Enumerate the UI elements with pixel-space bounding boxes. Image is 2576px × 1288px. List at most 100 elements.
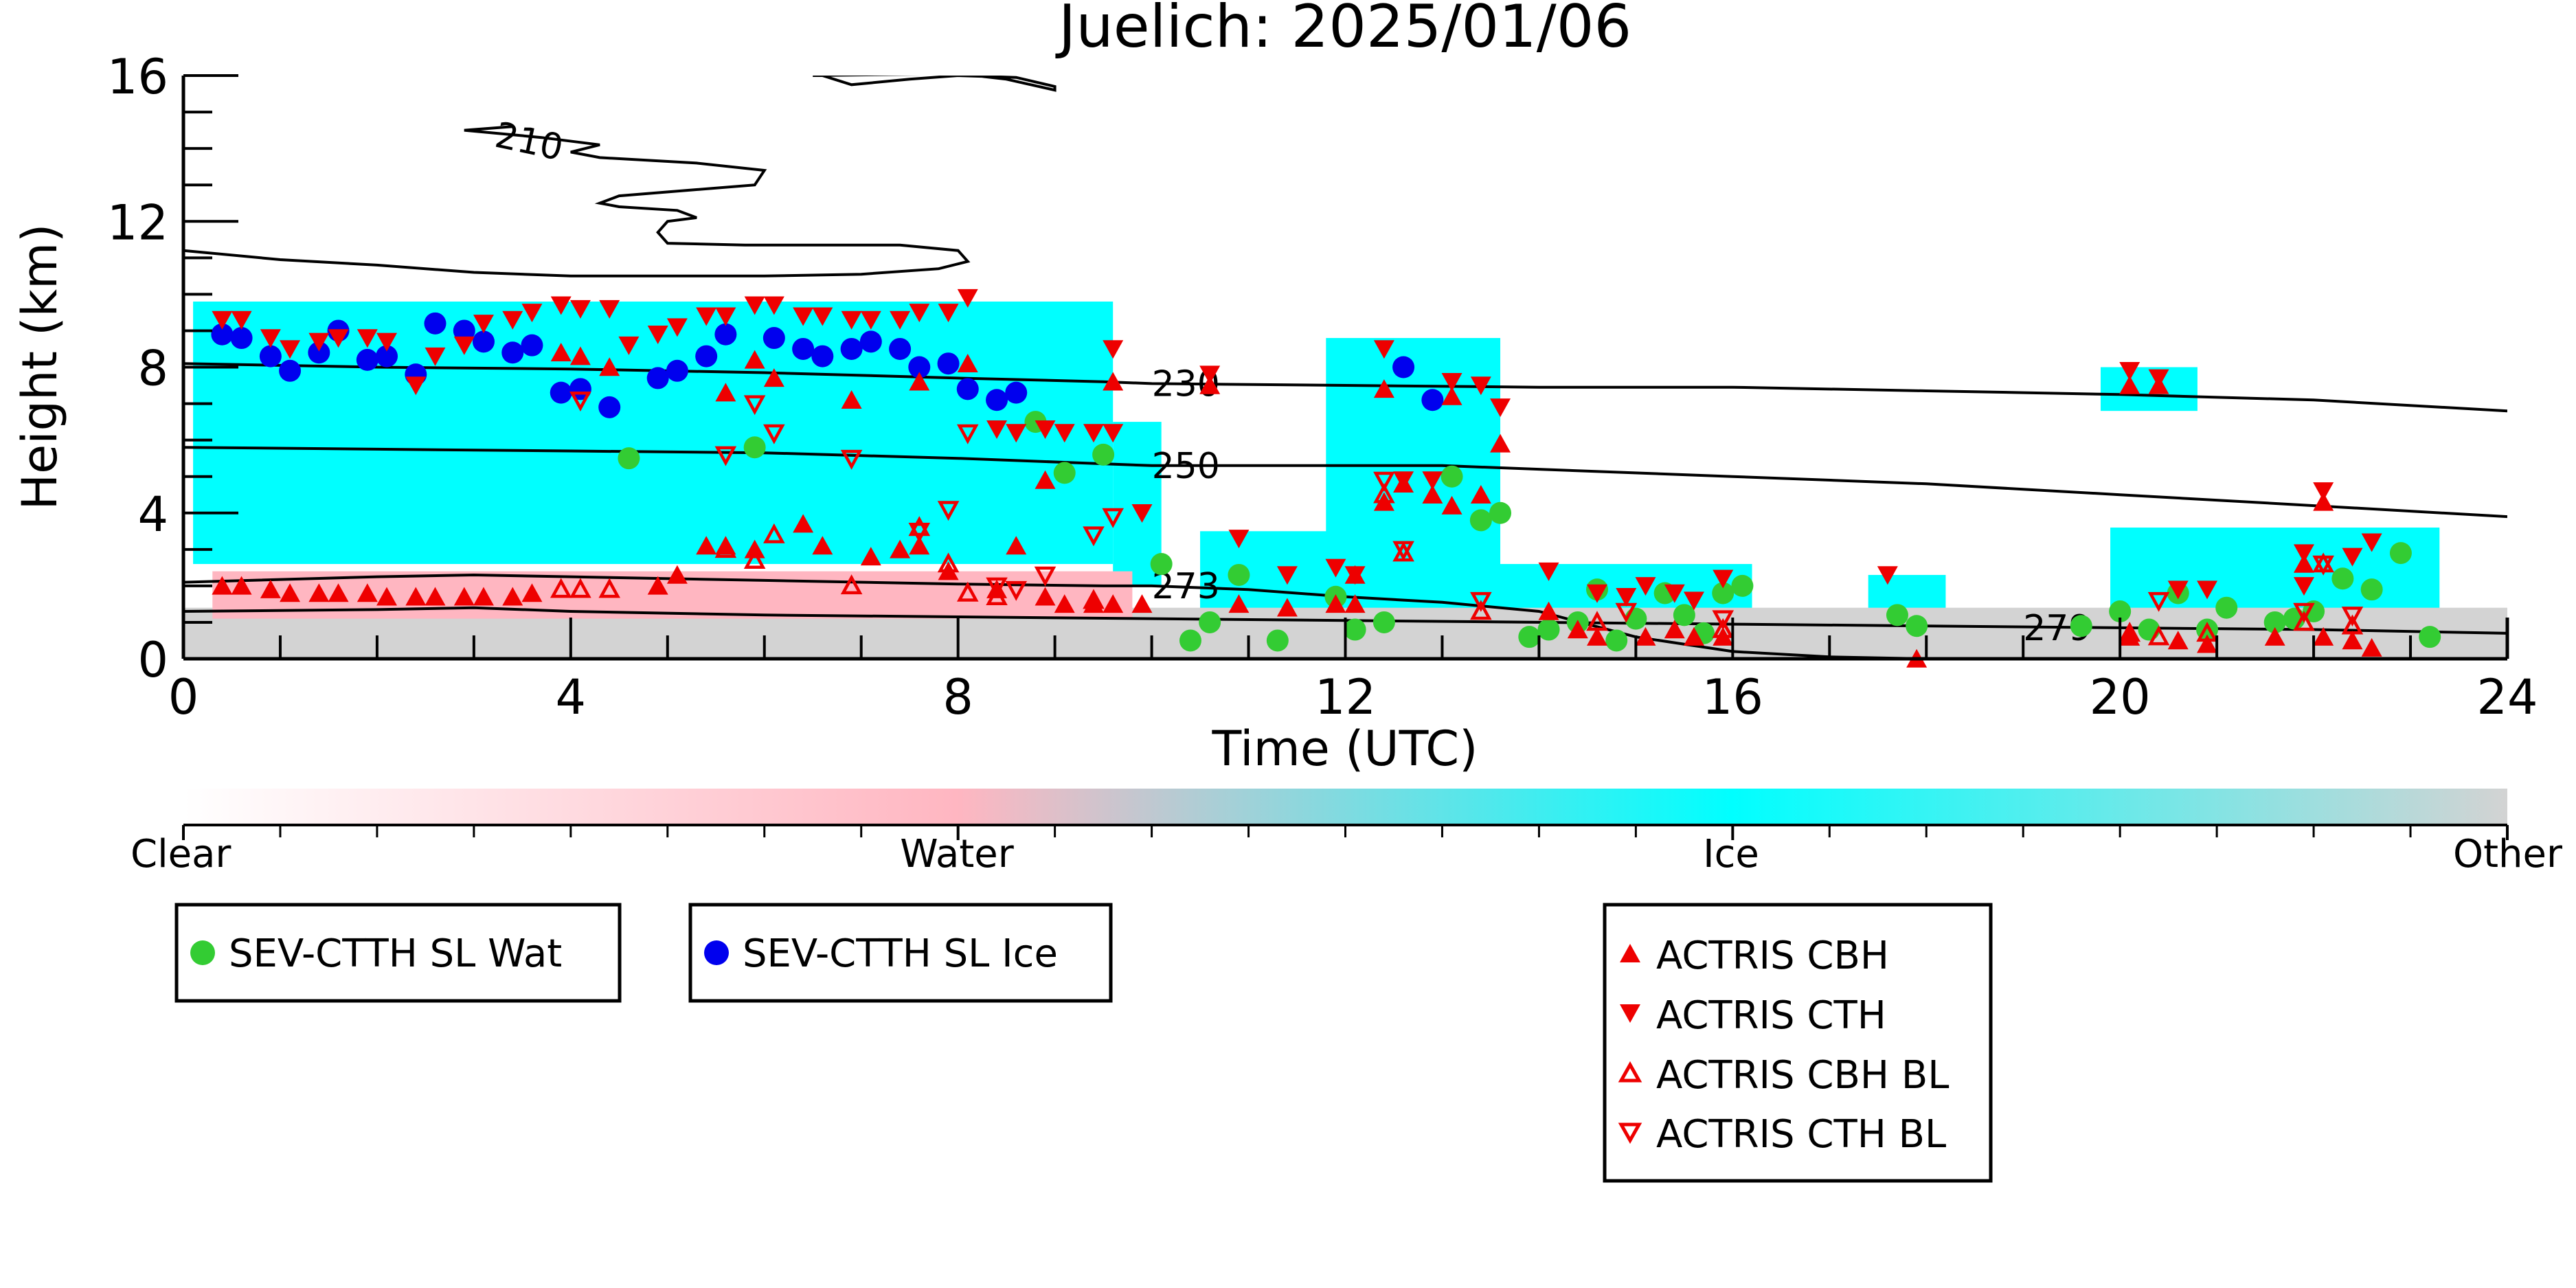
y-tick-label: 16 [107, 49, 168, 105]
x-axis-label: Time (UTC) [1212, 721, 1478, 777]
marker-actris-cbh [860, 547, 881, 566]
marker-actris-cth-bl [1005, 580, 1028, 601]
marker-actris-cbh [909, 536, 930, 555]
marker-actris-cth [1344, 566, 1366, 585]
marker-actris-cth [1325, 558, 1346, 578]
marker-sev-ctth-sl-ice [956, 378, 979, 400]
legend-actris: ACTRIS CBH ACTRIS CTH ACTRIS CBH BL ACTR… [1603, 903, 1993, 1183]
marker-actris-cbh [2293, 554, 2314, 573]
marker-sev-ctth-sl-ice [937, 352, 960, 375]
marker-sev-ctth-sl-wat [1605, 629, 1628, 652]
y-tick-label: 4 [137, 486, 168, 543]
marker-actris-cth [1713, 569, 1734, 589]
marker-actris-cbh [763, 368, 784, 387]
marker-actris-cbh [260, 579, 281, 598]
marker-actris-cth [453, 336, 475, 355]
marker-actris-cbh [2361, 637, 2382, 657]
contour-label: 250 [1152, 446, 1220, 487]
legend-open-up-triangle-icon [1618, 1061, 1642, 1083]
marker-actris-cbh [1373, 379, 1394, 398]
marker-sev-ctth-sl-ice [550, 381, 572, 404]
marker-actris-cth [569, 300, 591, 319]
marker-actris-cth [2361, 533, 2382, 552]
marker-sev-ctth-sl-ice [811, 345, 834, 368]
marker-actris-cth [2197, 580, 2218, 600]
marker-sev-ctth-sl-wat [2070, 615, 2092, 637]
marker-actris-cth [280, 340, 301, 359]
marker-actris-cbh [1422, 484, 1443, 504]
marker-sev-ctth-sl-wat [2109, 600, 2132, 623]
marker-sev-ctth-sl-ice [908, 356, 931, 379]
marker-actris-cbh [1325, 594, 1346, 613]
marker-actris-cth-bl [1102, 508, 1124, 528]
marker-actris-cth [647, 325, 668, 344]
marker-actris-cbh-bl [1712, 618, 1735, 638]
marker-sev-ctth-sl-ice [501, 341, 524, 364]
marker-actris-cth [1616, 588, 1637, 607]
marker-actris-cth-bl [763, 424, 785, 444]
marker-actris-cth [2119, 362, 2140, 381]
marker-actris-cth [812, 307, 833, 326]
marker-actris-cth-bl [1470, 591, 1492, 612]
marker-actris-cbh [308, 583, 330, 602]
marker-actris-cth-bl [1083, 526, 1105, 547]
marker-actris-cbh [2197, 634, 2218, 653]
marker-actris-cbh-bl [569, 578, 591, 598]
marker-actris-cbh-bl [743, 549, 766, 569]
y-axis-label: Height (km) [12, 224, 68, 510]
colorbar-label-water: Water [900, 832, 1015, 877]
marker-actris-cbh [2313, 626, 2334, 646]
marker-sev-ctth-sl-ice [1421, 389, 1444, 411]
marker-actris-cth [1035, 420, 1056, 439]
legend-label: SEV-CTTH SL Ice [743, 931, 1058, 976]
y-tick-label: 8 [137, 341, 168, 397]
marker-actris-cbh [328, 583, 349, 602]
marker-actris-cbh [1635, 626, 1656, 646]
legend-label: ACTRIS CBH [1656, 934, 1889, 978]
marker-actris-cbh [890, 539, 911, 558]
cloud-mask-region-ice [2100, 367, 2197, 411]
x-tick-label: 8 [942, 669, 973, 725]
marker-actris-cth [1586, 584, 1607, 603]
markers [211, 289, 2441, 668]
marker-actris-cth [860, 310, 881, 330]
marker-sev-ctth-sl-wat [1199, 611, 1221, 633]
marker-actris-cbh [1441, 495, 1462, 515]
marker-actris-cbh [1567, 620, 1588, 639]
marker-actris-cth [425, 347, 446, 366]
marker-sev-ctth-sl-wat [1150, 553, 1173, 576]
marker-sev-ctth-sl-wat [2419, 626, 2441, 648]
x-tick-label: 16 [1702, 669, 1763, 725]
x-tick-label: 20 [2090, 669, 2151, 725]
legend-label: ACTRIS CTH [1656, 993, 1886, 1038]
marker-sev-ctth-sl-wat [2263, 611, 2286, 633]
marker-actris-cth [2293, 577, 2314, 596]
marker-actris-cth [1441, 372, 1462, 392]
marker-sev-ctth-sl-ice [792, 337, 815, 360]
marker-sev-ctth-sl-ice [666, 359, 688, 382]
marker-actris-cbh [1664, 620, 1685, 639]
colorbar-label-ice: Ice [1703, 832, 1759, 877]
marker-actris-cth [357, 329, 378, 348]
cloud-mask-region-ice [193, 301, 1114, 565]
marker-actris-cth-bl [1615, 602, 1638, 623]
marker-sev-ctth-sl-wat [1886, 604, 1908, 626]
marker-actris-cth [715, 307, 736, 326]
marker-actris-cbh-bl [840, 574, 863, 595]
marker-sev-ctth-sl-wat [2331, 567, 2354, 590]
marker-actris-cth [1393, 471, 1414, 490]
legend-blue-circle-icon [704, 940, 729, 965]
marker-actris-cbh [1538, 601, 1559, 620]
colorbar-label-clear: Clear [131, 832, 231, 877]
marker-actris-cbh [793, 514, 814, 533]
marker-actris-cbh [1441, 386, 1462, 405]
legend-label: SEV-CTTH SL Wat [229, 931, 562, 976]
marker-sev-ctth-sl-ice [762, 327, 785, 350]
x-tick-label: 12 [1315, 669, 1376, 725]
marker-actris-cbh [2342, 631, 2363, 650]
marker-sev-ctth-sl-wat [1469, 509, 1492, 532]
marker-actris-cbh [405, 587, 427, 606]
marker-actris-cth [376, 332, 398, 352]
marker-actris-cbh-bl [937, 552, 960, 573]
